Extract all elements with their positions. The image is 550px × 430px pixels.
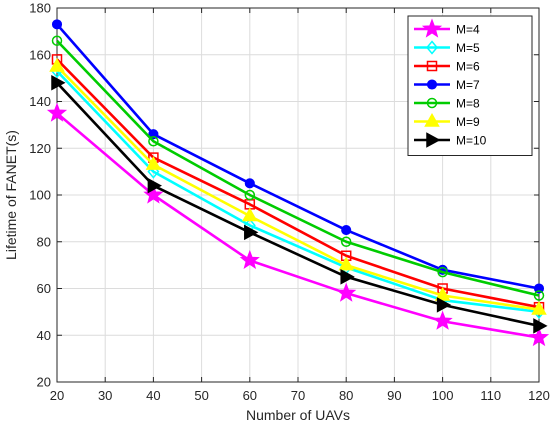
- data-point-marker: [239, 249, 260, 270]
- data-point-marker: [533, 290, 545, 301]
- series-line: [56, 23, 540, 290]
- y-tick-label: 120: [29, 141, 51, 156]
- data-point-marker: [338, 256, 354, 271]
- legend-marker: [426, 79, 438, 90]
- data-point-marker: [147, 177, 162, 194]
- x-tick-label: 30: [98, 388, 112, 403]
- data-point-marker: [528, 326, 550, 347]
- data-point-marker: [336, 282, 357, 302]
- data-point-marker: [148, 129, 159, 140]
- legend-entry: M=9: [414, 112, 480, 129]
- legend-entry: M=10: [414, 132, 487, 148]
- data-point-marker: [244, 178, 255, 189]
- legend-label: M=9: [456, 115, 480, 129]
- legend-label: M=5: [456, 41, 480, 55]
- data-point-marker: [49, 57, 65, 72]
- y-tick-label: 40: [37, 328, 51, 343]
- data-point-marker: [436, 297, 452, 313]
- x-tick-label: 80: [339, 388, 353, 403]
- legend-label: M=4: [456, 23, 480, 37]
- legend-marker: [426, 60, 438, 72]
- data-point-marker: [51, 75, 66, 91]
- data-point-marker: [46, 102, 68, 122]
- legend-marker: [426, 132, 441, 148]
- legend-label: M=6: [456, 60, 480, 74]
- series-line: [56, 65, 540, 311]
- legend-entry: M=5: [414, 40, 480, 55]
- x-tick-label: 110: [480, 388, 501, 403]
- legend-marker: [424, 112, 440, 127]
- legend-marker: [426, 40, 438, 55]
- y-tick-label: 60: [37, 281, 51, 296]
- y-tick-label: 140: [29, 94, 51, 109]
- data-point-marker: [148, 135, 159, 147]
- data-point-marker: [533, 283, 545, 294]
- data-point-marker: [531, 301, 547, 315]
- legend: M=4 M=5 M=6 M=7 M=8 M=9 M=10: [407, 15, 533, 156]
- series-line: [56, 58, 540, 309]
- x-axis-label: Number of UAVs: [246, 407, 350, 423]
- legend-entry: M=8: [414, 97, 480, 111]
- legend-label: M=10: [456, 134, 487, 148]
- legend-label: M=7: [456, 78, 480, 92]
- series-line: [56, 81, 540, 328]
- legend-marker: [421, 18, 443, 38]
- y-tick-label: 80: [37, 234, 51, 249]
- y-tick-label: 20: [37, 375, 51, 390]
- legend-label: M=8: [456, 97, 480, 111]
- x-tick-label: 90: [387, 388, 401, 403]
- x-tick-label: 60: [243, 388, 257, 403]
- series-m-4: [46, 102, 550, 347]
- data-point-marker: [533, 318, 548, 334]
- legend-entry: M=6: [414, 60, 480, 74]
- data-point-marker: [340, 236, 352, 247]
- data-point-marker: [244, 189, 256, 201]
- data-point-marker: [434, 286, 451, 301]
- y-tick-label: 180: [29, 1, 51, 16]
- data-point-marker: [145, 156, 162, 170]
- legend-marker: [426, 97, 438, 109]
- series-line: [56, 70, 540, 314]
- series-lines: [46, 19, 550, 347]
- data-point-marker: [244, 224, 259, 241]
- series-line: [56, 39, 540, 297]
- series-m-9: [49, 57, 547, 315]
- data-point-marker: [432, 310, 453, 330]
- data-point-marker: [51, 19, 63, 30]
- x-tick-label: 100: [432, 388, 454, 403]
- x-tick-label: 50: [194, 388, 208, 403]
- data-point-marker: [341, 225, 352, 236]
- series-line: [56, 112, 540, 339]
- y-tick-label: 100: [29, 188, 51, 203]
- data-point-marker: [51, 35, 63, 46]
- x-tick-label: 120: [528, 388, 550, 403]
- x-tick-label: 20: [50, 388, 64, 403]
- x-tick-label: 40: [146, 388, 160, 403]
- legend-entry: M=7: [414, 78, 480, 92]
- series-m-8: [51, 35, 545, 301]
- axis-ticks: 20 30 40 50 60 70 80 90 100 110 120 20 40 60 80 100 120 1…: [29, 1, 550, 404]
- data-point-marker: [437, 266, 448, 278]
- data-point-marker: [340, 269, 355, 285]
- series-m-10: [51, 75, 548, 334]
- y-axis-label: Lifetime of FANET(s): [3, 130, 19, 260]
- y-tick-label: 160: [29, 47, 51, 62]
- x-tick-label: 70: [291, 388, 305, 403]
- legend-entry: M=4: [414, 18, 480, 38]
- data-point-marker: [242, 207, 258, 222]
- data-point-marker: [143, 184, 164, 204]
